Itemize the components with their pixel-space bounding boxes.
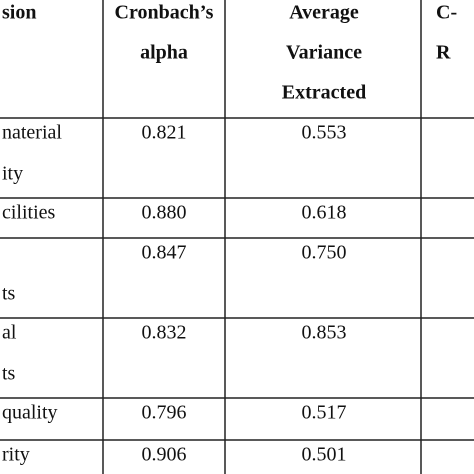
header-cell: R bbox=[436, 42, 451, 64]
cell-value: 0.501 bbox=[302, 444, 347, 466]
row-label: naterial bbox=[2, 122, 62, 144]
cell-value: 0.796 bbox=[142, 402, 187, 424]
cell-value: 0.750 bbox=[302, 242, 347, 264]
cell-value: 0.906 bbox=[142, 444, 187, 466]
cell-value: 0.517 bbox=[302, 402, 347, 424]
header-cell: Average bbox=[289, 2, 359, 24]
row-label: rity bbox=[2, 444, 30, 466]
header-cell: Extracted bbox=[282, 82, 366, 104]
cell-value: 0.847 bbox=[142, 242, 187, 264]
row-label: al bbox=[2, 322, 17, 344]
row-label: quality bbox=[2, 402, 58, 424]
row-label: ts bbox=[2, 283, 16, 305]
cell-value: 0.832 bbox=[142, 322, 187, 344]
cell-value: 0.853 bbox=[302, 322, 347, 344]
row-label: cilities bbox=[2, 202, 56, 224]
header-cell: sion bbox=[2, 2, 36, 24]
header-cell: C- bbox=[436, 2, 457, 24]
header-cell: Variance bbox=[286, 42, 362, 64]
row-label: ts bbox=[2, 363, 16, 385]
header-cell: alpha bbox=[140, 42, 188, 64]
cell-value: 0.618 bbox=[302, 202, 347, 224]
header-cell: Cronbach’s bbox=[115, 2, 214, 24]
cell-value: 0.821 bbox=[142, 122, 187, 144]
cell-value: 0.553 bbox=[302, 122, 347, 144]
row-label: ity bbox=[2, 163, 23, 185]
cell-value: 0.880 bbox=[142, 202, 187, 224]
